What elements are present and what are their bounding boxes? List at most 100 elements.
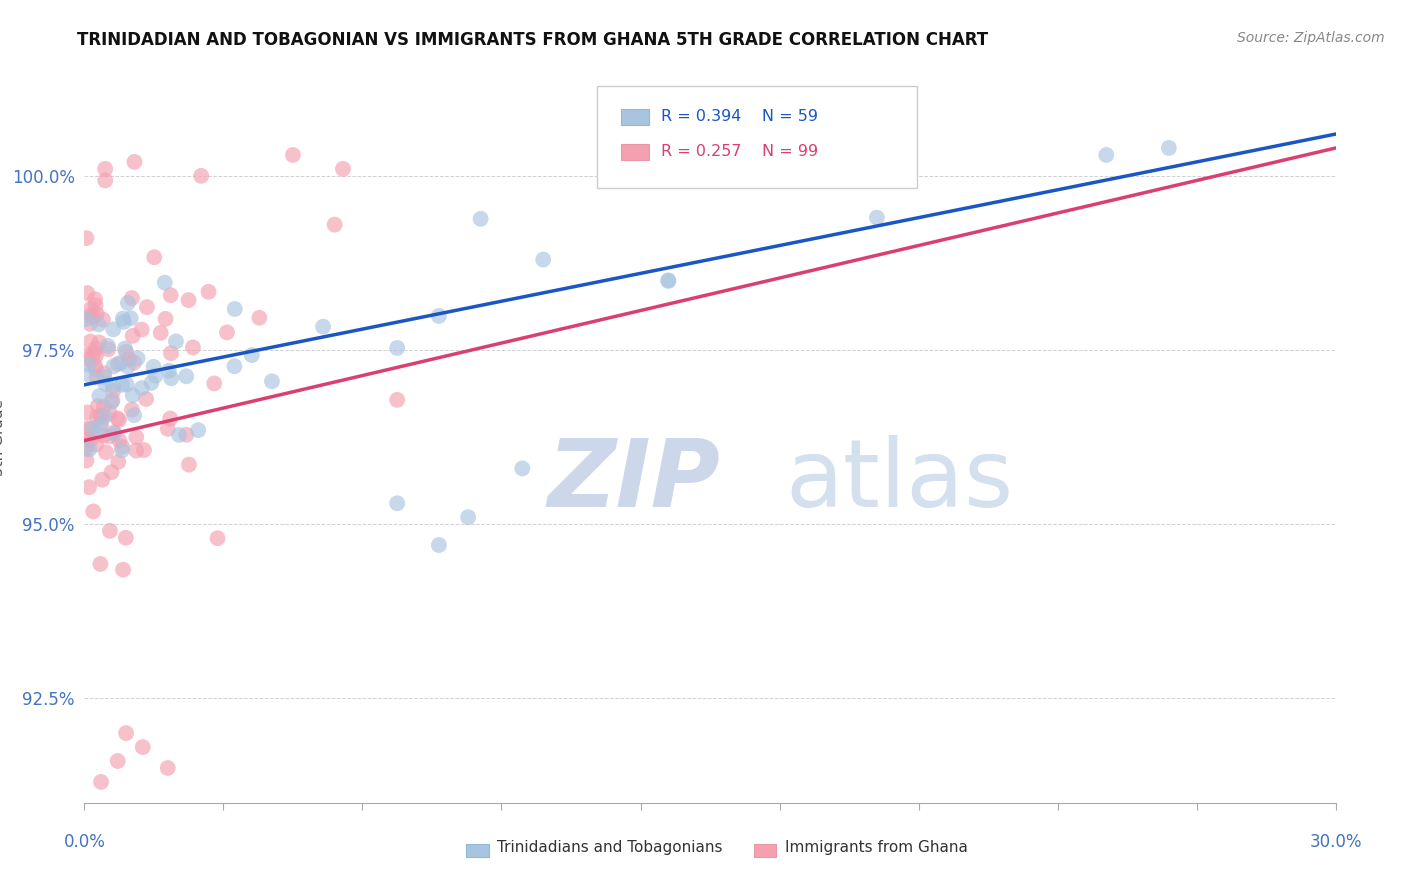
Point: [512, 461, 534, 475]
Point: [531, 252, 554, 267]
Point: [94, 445, 117, 459]
Point: [93, 409, 115, 424]
Point: [76, 286, 98, 301]
Point: [122, 408, 145, 422]
Point: [98, 429, 121, 443]
Point: [224, 301, 246, 316]
Point: [84, 342, 107, 356]
FancyBboxPatch shape: [598, 86, 917, 188]
Point: [127, 351, 149, 366]
Point: [77, 480, 100, 494]
Point: [84, 298, 107, 312]
Point: [385, 392, 409, 407]
Point: [121, 388, 143, 402]
Point: [86, 409, 108, 424]
Point: [112, 563, 135, 577]
Point: [190, 169, 212, 183]
Point: [76, 432, 98, 446]
Point: [87, 318, 110, 332]
Point: [101, 393, 124, 408]
Point: [90, 409, 112, 423]
Point: [75, 442, 97, 456]
Point: [187, 423, 209, 437]
Point: [79, 334, 101, 349]
Point: [165, 334, 187, 349]
Point: [118, 351, 141, 366]
Point: [427, 538, 450, 552]
Point: [76, 405, 98, 419]
Point: [80, 301, 103, 316]
Point: [107, 357, 129, 371]
Point: [97, 342, 120, 356]
Point: [98, 406, 121, 420]
Point: [657, 274, 679, 288]
Point: [159, 288, 181, 302]
Point: [260, 375, 283, 389]
Point: [131, 381, 153, 395]
Point: [141, 376, 163, 390]
Text: Immigrants from Ghana: Immigrants from Ghana: [785, 839, 967, 855]
Point: [177, 293, 200, 307]
Point: [1157, 141, 1180, 155]
Point: [77, 358, 100, 372]
Point: [177, 458, 200, 472]
Point: [160, 371, 183, 385]
Point: [160, 346, 183, 360]
Point: [107, 754, 129, 768]
Point: [215, 326, 238, 340]
Point: [385, 496, 409, 510]
Point: [77, 352, 100, 367]
Point: [114, 342, 136, 356]
Point: [93, 367, 115, 381]
Point: [103, 322, 125, 336]
Point: [197, 285, 219, 299]
Point: [90, 775, 112, 789]
Point: [108, 413, 131, 427]
Point: [136, 300, 159, 314]
FancyBboxPatch shape: [621, 144, 648, 160]
Point: [93, 370, 115, 384]
Point: [108, 434, 131, 448]
Point: [427, 309, 450, 323]
Point: [114, 531, 136, 545]
Point: [159, 411, 181, 425]
Point: [312, 319, 335, 334]
Point: [470, 211, 492, 226]
Text: TRINIDADIAN AND TOBAGONIAN VS IMMIGRANTS FROM GHANA 5TH GRADE CORRELATION CHART: TRINIDADIAN AND TOBAGONIAN VS IMMIGRANTS…: [77, 31, 988, 49]
Point: [103, 359, 125, 374]
Point: [332, 161, 354, 176]
Point: [135, 392, 157, 406]
Point: [120, 311, 142, 326]
Point: [1095, 148, 1118, 162]
Point: [153, 276, 176, 290]
Text: ZIP: ZIP: [547, 435, 720, 527]
Point: [76, 421, 98, 435]
Text: atlas: atlas: [785, 435, 1014, 527]
Point: [121, 329, 143, 343]
Point: [97, 339, 120, 353]
Point: [83, 346, 105, 360]
Point: [84, 437, 107, 451]
Point: [76, 437, 98, 451]
Point: [82, 310, 104, 324]
Text: 0.0%: 0.0%: [63, 833, 105, 851]
Point: [101, 379, 124, 393]
Point: [107, 455, 129, 469]
Text: Source: ZipAtlas.com: Source: ZipAtlas.com: [1237, 31, 1385, 45]
Point: [91, 428, 114, 442]
Point: [89, 335, 111, 350]
Point: [181, 340, 204, 354]
Point: [79, 442, 101, 457]
Point: [111, 311, 134, 326]
Point: [224, 359, 246, 374]
Point: [91, 473, 114, 487]
Point: [86, 370, 108, 384]
Text: R = 0.394    N = 59: R = 0.394 N = 59: [661, 110, 818, 124]
Text: 30.0%: 30.0%: [1309, 833, 1362, 851]
Point: [94, 377, 117, 392]
Point: [90, 410, 112, 425]
Point: [82, 504, 104, 518]
Point: [240, 348, 263, 362]
Point: [112, 315, 135, 329]
Point: [155, 311, 177, 326]
